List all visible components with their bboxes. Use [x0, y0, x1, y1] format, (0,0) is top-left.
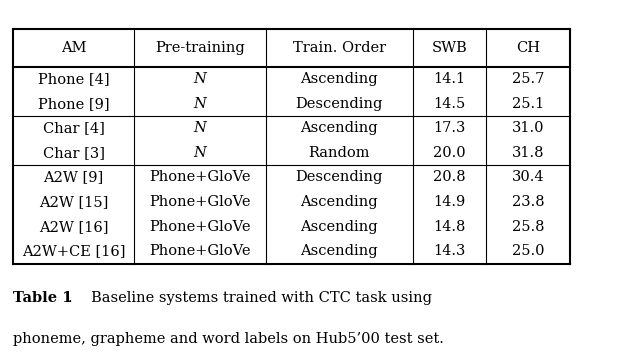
Text: Phone [9]: Phone [9] — [38, 97, 109, 111]
Text: Phone [4]: Phone [4] — [38, 72, 109, 86]
Text: Char [4]: Char [4] — [43, 121, 104, 135]
Text: 17.3: 17.3 — [433, 121, 466, 135]
Text: Ascending: Ascending — [300, 244, 378, 258]
Text: 14.9: 14.9 — [433, 195, 466, 209]
Text: Ascending: Ascending — [300, 219, 378, 234]
Text: 25.7: 25.7 — [512, 72, 544, 86]
Text: 25.8: 25.8 — [512, 219, 544, 234]
Text: 25.0: 25.0 — [512, 244, 544, 258]
Text: phoneme, grapheme and word labels on Hub5’00 test set.: phoneme, grapheme and word labels on Hub… — [13, 332, 444, 346]
Text: Phone+GloVe: Phone+GloVe — [149, 219, 251, 234]
Text: Ascending: Ascending — [300, 195, 378, 209]
Text: Pre-training: Pre-training — [155, 41, 245, 55]
Text: 23.8: 23.8 — [512, 195, 544, 209]
Text: Table 1: Table 1 — [13, 291, 72, 305]
Text: CH: CH — [516, 41, 540, 55]
Text: Ascending: Ascending — [300, 121, 378, 135]
Text: Descending: Descending — [296, 97, 383, 111]
Text: 31.0: 31.0 — [512, 121, 544, 135]
Text: Char [3]: Char [3] — [43, 146, 104, 160]
Text: AM: AM — [61, 41, 86, 55]
Text: N: N — [194, 97, 206, 111]
Text: 20.0: 20.0 — [433, 146, 466, 160]
Text: Phone+GloVe: Phone+GloVe — [149, 244, 251, 258]
Text: Random: Random — [308, 146, 370, 160]
Text: 30.4: 30.4 — [512, 170, 544, 184]
Text: 14.8: 14.8 — [433, 219, 466, 234]
Text: 14.5: 14.5 — [433, 97, 466, 111]
Text: .    Baseline systems trained with CTC task using: . Baseline systems trained with CTC task… — [68, 291, 433, 305]
Text: 25.1: 25.1 — [512, 97, 544, 111]
Text: 14.3: 14.3 — [433, 244, 466, 258]
Text: SWB: SWB — [432, 41, 467, 55]
Text: 14.1: 14.1 — [433, 72, 466, 86]
Text: N: N — [194, 146, 206, 160]
Text: Train. Order: Train. Order — [292, 41, 386, 55]
Text: N: N — [194, 72, 206, 86]
Text: Ascending: Ascending — [300, 72, 378, 86]
Text: 20.8: 20.8 — [433, 170, 466, 184]
Text: N: N — [194, 121, 206, 135]
Text: 31.8: 31.8 — [512, 146, 544, 160]
Text: Descending: Descending — [296, 170, 383, 184]
Text: A2W [9]: A2W [9] — [44, 170, 104, 184]
Text: A2W+CE [16]: A2W+CE [16] — [22, 244, 125, 258]
Text: A2W [16]: A2W [16] — [39, 219, 108, 234]
Text: Phone+GloVe: Phone+GloVe — [149, 170, 251, 184]
Text: A2W [15]: A2W [15] — [39, 195, 108, 209]
Text: Phone+GloVe: Phone+GloVe — [149, 195, 251, 209]
